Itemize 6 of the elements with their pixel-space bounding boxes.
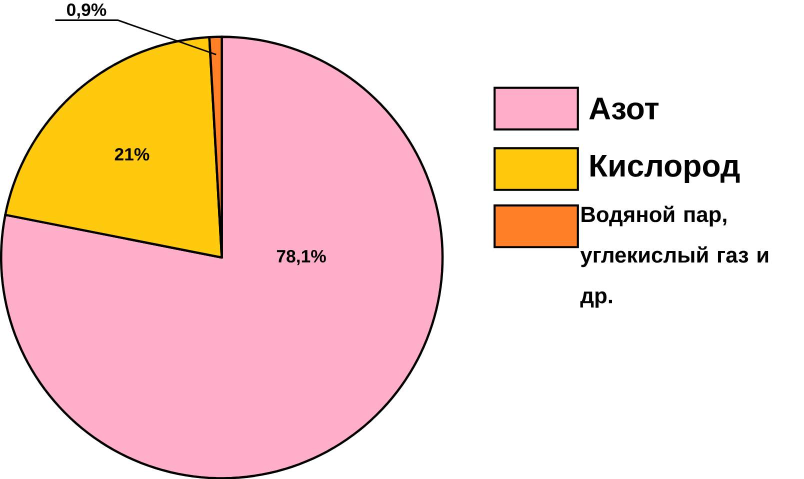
data-label: 21% [114, 148, 150, 160]
data-label: 78,1% [276, 250, 326, 265]
legend-label: Азот [589, 98, 659, 120]
legend-label: Водяной пар, углекислый газ и др. [580, 206, 768, 308]
legend-label: Кислород [590, 154, 740, 183]
data-label: 0,9% [67, 3, 106, 18]
